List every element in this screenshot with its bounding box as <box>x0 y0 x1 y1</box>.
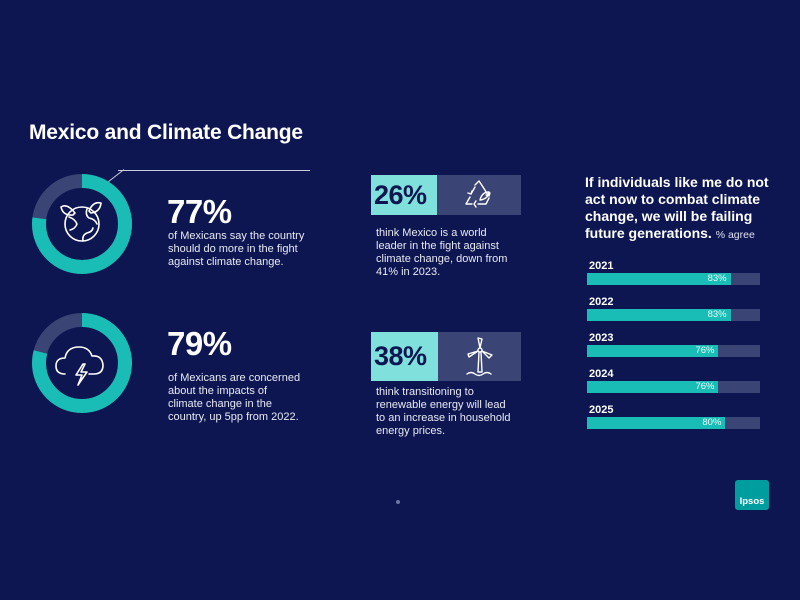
chart-title-suffix: % agree <box>715 229 755 241</box>
donut-79-percent <box>32 313 132 413</box>
bar-category-label: 2023 <box>589 332 614 344</box>
bar-track: 76% <box>587 381 760 393</box>
bar-value-label: 76% <box>695 381 715 392</box>
desc-line: climate change, down from <box>376 253 508 265</box>
bar-2021: 83% <box>587 273 731 285</box>
desc-line: of Mexicans are concerned <box>168 372 301 384</box>
donut-77-percent <box>32 174 132 274</box>
storm-cloud-icon <box>55 346 104 386</box>
chart-title-line: act now to combat climate <box>585 191 761 207</box>
bar-value-label: 83% <box>707 309 727 320</box>
desc-line: renewable energy will lead <box>376 399 506 411</box>
desc-line: 41% in 2023. <box>376 266 441 278</box>
desc-line: climate change in the <box>168 398 272 410</box>
bar-track: 76% <box>587 345 760 357</box>
stat-description-79: of Mexicans are concerned about the impa… <box>168 372 348 424</box>
bar-category-label: 2021 <box>589 260 614 272</box>
bar-track: 80% <box>587 417 760 429</box>
desc-line: leader in the fight against <box>376 240 499 252</box>
recycle-icon <box>465 180 491 208</box>
wind-turbine-icon <box>465 336 493 376</box>
stat-box-description-38: think transitioning to renewable energy … <box>376 386 536 438</box>
stat-box-icon-area <box>438 332 521 381</box>
stat-description-77: of Mexicans say the country should do mo… <box>168 230 348 269</box>
bar-value-label: 83% <box>707 273 727 284</box>
page-dot <box>396 500 400 504</box>
bar-category-label: 2025 <box>589 404 614 416</box>
page-title: Mexico and Climate Change <box>29 121 303 144</box>
stat-box-value-26: 26% <box>371 175 437 215</box>
title-divider <box>118 170 310 171</box>
chart-title-line: change, we will be failing <box>585 208 753 224</box>
bar-2024: 76% <box>587 381 719 393</box>
bar-2023: 76% <box>587 345 719 357</box>
earth-leaf-icon <box>60 201 102 242</box>
stat-box-icon-area <box>437 175 521 215</box>
bar-value-label: 80% <box>702 417 722 428</box>
bar-value-label: 76% <box>695 345 715 356</box>
desc-line: should do more in the fight <box>168 243 298 255</box>
bar-track: 83% <box>587 273 760 285</box>
bar-2022: 83% <box>587 309 731 321</box>
bar-category-label: 2024 <box>589 368 614 380</box>
stat-box-value-38: 38% <box>371 332 438 381</box>
desc-line: energy prices. <box>376 425 446 437</box>
desc-line: against climate change. <box>168 256 284 268</box>
bar-category-label: 2022 <box>589 296 614 308</box>
stat-box-description-26: think Mexico is a world leader in the fi… <box>376 227 536 279</box>
stat-box-38: 38% <box>371 332 521 381</box>
chart-title-line: If individuals like me do not <box>585 174 769 190</box>
chart-title: If individuals like me do not act now to… <box>585 174 785 244</box>
bar-2025: 80% <box>587 417 726 429</box>
chart-title-line: future generations. <box>585 225 712 241</box>
desc-line: country, up 5pp from 2022. <box>168 411 299 423</box>
desc-line: to an increase in household <box>376 412 511 424</box>
stat-box-26: 26% <box>371 175 521 215</box>
desc-line: of Mexicans say the country <box>168 230 305 242</box>
stat-value-77: 77% <box>167 193 232 230</box>
desc-line: think Mexico is a world <box>376 227 487 239</box>
desc-line: about the impacts of <box>168 385 268 397</box>
stat-value-79: 79% <box>167 325 232 362</box>
ipsos-logo: Ipsos <box>735 480 769 510</box>
bar-track: 83% <box>587 309 760 321</box>
desc-line: think transitioning to <box>376 386 474 398</box>
